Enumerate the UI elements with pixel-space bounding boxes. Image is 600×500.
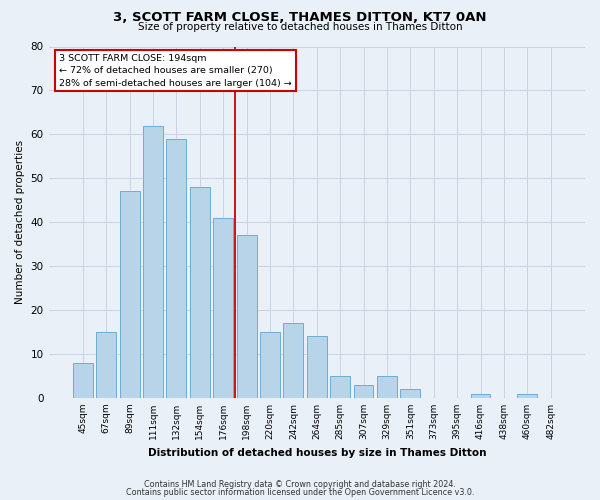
Bar: [97, 332, 116, 398]
Bar: [213, 218, 233, 398]
Bar: [260, 332, 280, 398]
Text: Contains public sector information licensed under the Open Government Licence v3: Contains public sector information licen…: [126, 488, 474, 497]
Text: 3 SCOTT FARM CLOSE: 194sqm
← 72% of detached houses are smaller (270)
28% of sem: 3 SCOTT FARM CLOSE: 194sqm ← 72% of deta…: [59, 54, 292, 88]
Bar: [236, 236, 257, 398]
Bar: [190, 187, 210, 398]
Bar: [470, 394, 490, 398]
Text: Contains HM Land Registry data © Crown copyright and database right 2024.: Contains HM Land Registry data © Crown c…: [144, 480, 456, 489]
Bar: [330, 376, 350, 398]
Bar: [400, 389, 420, 398]
Bar: [307, 336, 327, 398]
Text: Size of property relative to detached houses in Thames Ditton: Size of property relative to detached ho…: [137, 22, 463, 32]
X-axis label: Distribution of detached houses by size in Thames Ditton: Distribution of detached houses by size …: [148, 448, 486, 458]
Bar: [353, 385, 373, 398]
Bar: [517, 394, 537, 398]
Bar: [143, 126, 163, 398]
Bar: [166, 139, 187, 398]
Text: 3, SCOTT FARM CLOSE, THAMES DITTON, KT7 0AN: 3, SCOTT FARM CLOSE, THAMES DITTON, KT7 …: [113, 11, 487, 24]
Bar: [283, 324, 304, 398]
Bar: [73, 363, 93, 398]
Bar: [377, 376, 397, 398]
Bar: [120, 192, 140, 398]
Y-axis label: Number of detached properties: Number of detached properties: [15, 140, 25, 304]
